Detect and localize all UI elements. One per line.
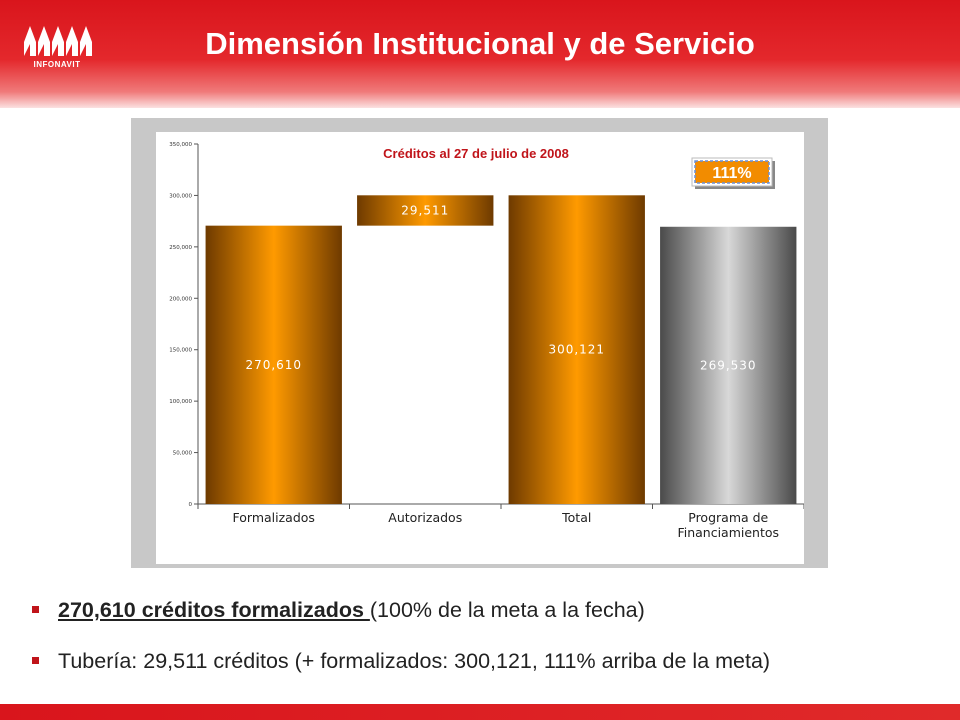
bullet-square-icon (32, 657, 39, 664)
bar-total (508, 195, 645, 504)
x-tick-label: Programa de (688, 510, 768, 525)
x-tick-label: Total (561, 510, 591, 525)
bullet-text: 270,610 créditos formalizados (100% de l… (58, 598, 645, 623)
y-tick-label: 150,000 (169, 348, 192, 354)
bar-value-label: 300,121 (548, 343, 605, 357)
chart-title: Créditos al 27 de julio de 2008 (383, 146, 569, 161)
bullet-rest-text: Tubería: 29,511 créditos (+ formalizados… (58, 649, 771, 673)
logo-text: INFONAVIT (33, 60, 81, 69)
bullet-text: Tubería: 29,511 créditos (+ formalizados… (58, 649, 770, 674)
badge-fill (694, 160, 770, 184)
y-tick-label: 0 (189, 502, 193, 508)
y-tick-label: 100,000 (169, 399, 192, 405)
header-banner: INFONAVIT Dimensión Institucional y de S… (0, 0, 960, 108)
page-title: Dimensión Institucional y de Servicio (205, 26, 755, 61)
y-tick-label: 200,000 (169, 296, 192, 302)
bullet-rest-text: (100% de la meta a la fecha) (369, 598, 645, 622)
bar-value-label: 29,511 (401, 203, 449, 217)
footer-bar (0, 704, 960, 720)
y-tick-label: 50,000 (173, 451, 193, 457)
bar-programa-de-financiamientos (660, 226, 797, 504)
bar-value-label: 270,610 (245, 358, 302, 372)
y-tick-label: 250,000 (169, 245, 192, 251)
bar-chart: 0 50,000 100,000 150,000 200,000 250,000 300,0… (169, 142, 805, 540)
x-tick-label: Financiamientos (677, 525, 779, 540)
bullet-square-icon (32, 606, 39, 613)
percent-badge: 111% (712, 165, 751, 182)
x-tick-label: Formalizados (233, 510, 315, 525)
bar-formalizados (205, 225, 342, 504)
bar-autorizados (357, 195, 494, 226)
chart-area: 0 50,000 100,000 150,000 200,000 250,000 300,0… (156, 132, 805, 564)
x-tick-label: Autorizados (388, 510, 462, 525)
y-tick-label: 300,000 (169, 193, 192, 199)
bullet-strong-text: 270,610 créditos formalizados (58, 598, 370, 622)
infonavit-logo (24, 26, 92, 56)
y-tick-label: 350,000 (169, 142, 192, 148)
bar-value-label: 269,530 (700, 358, 757, 372)
chart-frame: 0 50,000 100,000 150,000 200,000 250,000 300,0… (131, 118, 828, 568)
